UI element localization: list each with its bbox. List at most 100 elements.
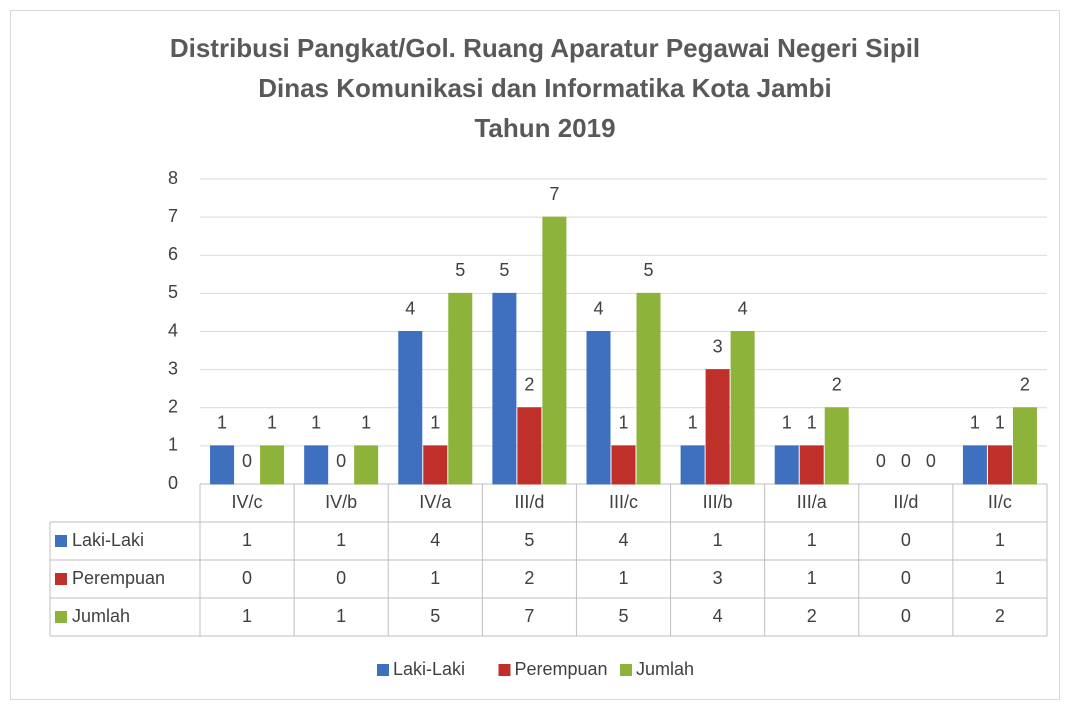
data-label: 2 — [524, 375, 534, 395]
table-legend-key — [55, 573, 67, 585]
table-cell: 1 — [242, 606, 252, 626]
bar — [354, 445, 379, 485]
data-label: 3 — [713, 336, 723, 356]
x-tick-label: III/a — [797, 492, 828, 512]
data-label: 0 — [926, 451, 936, 471]
table-cell: 4 — [430, 530, 440, 550]
chart-title: Tahun 2019 — [474, 113, 615, 143]
bar — [1012, 407, 1037, 485]
data-label: 4 — [405, 298, 415, 318]
data-label: 2 — [832, 375, 842, 395]
y-tick-label: 0 — [168, 473, 178, 493]
bar — [423, 445, 448, 485]
bar — [611, 445, 636, 485]
data-label: 1 — [782, 413, 792, 433]
chart-border — [10, 10, 1060, 700]
x-tick-label: IV/c — [232, 492, 263, 512]
data-label: 5 — [455, 260, 465, 280]
bar — [517, 407, 542, 485]
x-tick-label: IV/a — [419, 492, 452, 512]
legend-label: Perempuan — [515, 659, 608, 679]
bar — [799, 445, 824, 485]
table-cell: 5 — [618, 606, 628, 626]
data-label: 1 — [311, 413, 321, 433]
legend-label: Laki-Laki — [393, 659, 465, 679]
data-label: 2 — [1020, 375, 1030, 395]
chart-title: Distribusi Pangkat/Gol. Ruang Aparatur P… — [170, 33, 920, 63]
y-tick-label: 8 — [168, 168, 178, 188]
table-cell: 2 — [807, 606, 817, 626]
data-label: 1 — [688, 413, 698, 433]
table-cell: 2 — [995, 606, 1005, 626]
table-row-header: Perempuan — [72, 568, 165, 588]
bar — [680, 445, 705, 485]
y-tick-label: 1 — [168, 435, 178, 455]
table-cell: 3 — [713, 568, 723, 588]
data-label: 4 — [593, 298, 603, 318]
legend-key — [620, 664, 632, 676]
table-legend-key — [55, 611, 67, 623]
data-label: 0 — [336, 451, 346, 471]
y-tick-label: 4 — [168, 320, 178, 340]
legend-key — [498, 664, 511, 676]
table-cell: 2 — [524, 568, 534, 588]
y-tick-label: 3 — [168, 358, 178, 378]
data-label: 7 — [549, 184, 559, 204]
bar — [774, 445, 799, 485]
data-label: 0 — [876, 451, 886, 471]
table-cell: 0 — [901, 606, 911, 626]
bar — [260, 445, 285, 485]
data-label: 1 — [995, 413, 1005, 433]
table-cell: 4 — [618, 530, 628, 550]
table-cell: 4 — [713, 606, 723, 626]
table-cell: 1 — [242, 530, 252, 550]
bar — [448, 292, 473, 485]
data-label: 1 — [361, 413, 371, 433]
legend-key — [377, 664, 389, 676]
table-cell: 1 — [995, 568, 1005, 588]
table-cell: 0 — [901, 530, 911, 550]
bar — [492, 292, 517, 485]
y-tick-label: 6 — [168, 244, 178, 264]
table-cell: 1 — [807, 530, 817, 550]
bar — [962, 445, 987, 485]
data-label: 4 — [738, 298, 748, 318]
table-cell: 5 — [524, 530, 534, 550]
table-row-header: Laki-Laki — [72, 530, 144, 550]
bar — [304, 445, 329, 485]
x-tick-label: III/c — [609, 492, 638, 512]
table-cell: 5 — [430, 606, 440, 626]
x-tick-label: III/d — [514, 492, 544, 512]
x-tick-label: IV/b — [325, 492, 357, 512]
x-tick-label: II/c — [988, 492, 1012, 512]
y-tick-label: 5 — [168, 282, 178, 302]
bar — [824, 407, 849, 485]
table-cell: 1 — [336, 606, 346, 626]
data-label: 5 — [643, 260, 653, 280]
table-legend-key — [55, 535, 67, 547]
data-label: 5 — [499, 260, 509, 280]
bar — [636, 292, 661, 485]
table-cell: 1 — [995, 530, 1005, 550]
bar — [542, 216, 567, 485]
data-label: 1 — [970, 413, 980, 433]
data-label: 0 — [901, 451, 911, 471]
chart-title: Dinas Komunikasi dan Informatika Kota Ja… — [258, 73, 832, 103]
table-cell: 0 — [336, 568, 346, 588]
table-cell: 1 — [336, 530, 346, 550]
table-cell: 0 — [901, 568, 911, 588]
table-cell: 1 — [430, 568, 440, 588]
bar — [586, 331, 611, 485]
data-label: 1 — [618, 413, 628, 433]
y-tick-label: 7 — [168, 206, 178, 226]
table-cell: 0 — [242, 568, 252, 588]
bar — [730, 331, 755, 485]
table-row-header: Jumlah — [72, 606, 130, 626]
data-label: 1 — [807, 413, 817, 433]
x-tick-label: II/d — [893, 492, 918, 512]
y-tick-label: 2 — [168, 397, 178, 417]
bar — [398, 331, 423, 485]
table-cell: 1 — [807, 568, 817, 588]
data-label: 1 — [217, 413, 227, 433]
